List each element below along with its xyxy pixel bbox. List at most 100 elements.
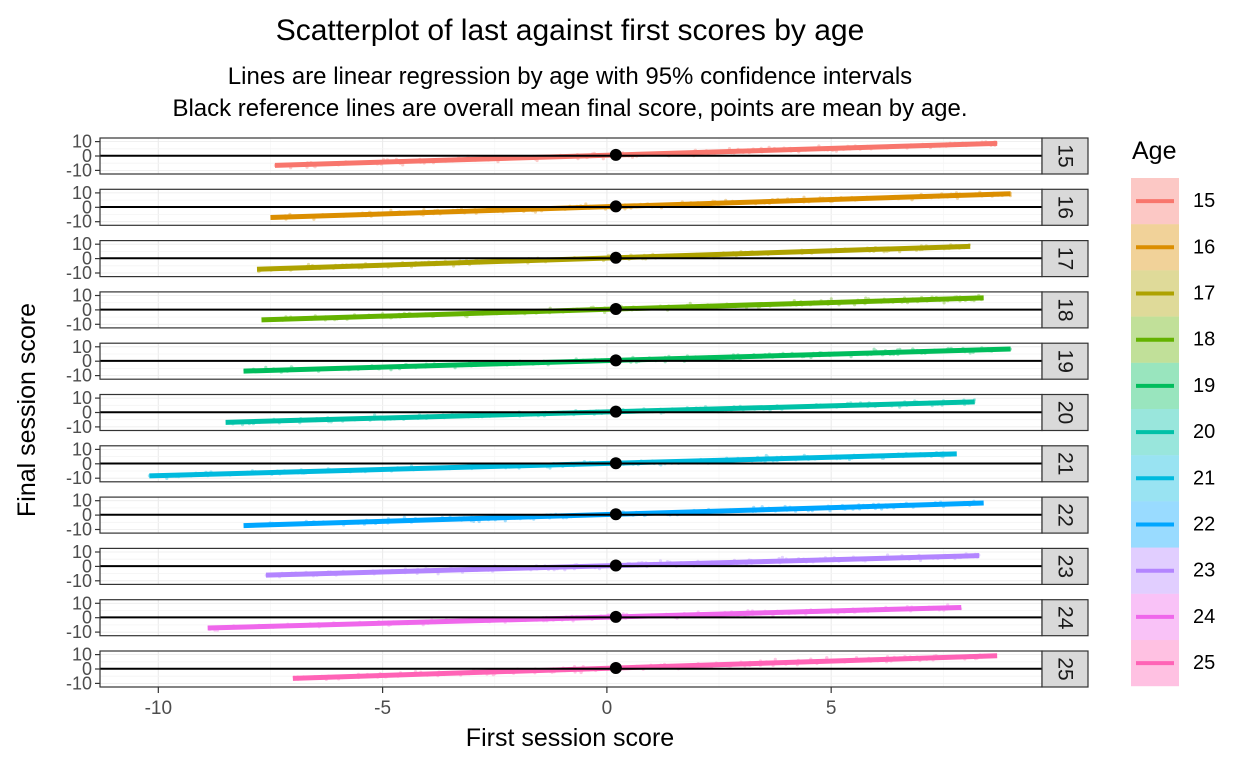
facet-strip xyxy=(1041,240,1089,278)
scatter-point xyxy=(436,572,440,576)
legend-label: 17 xyxy=(1193,283,1215,305)
facet-strip xyxy=(1041,291,1089,329)
scatter-point xyxy=(579,670,583,675)
facet-strip xyxy=(1041,547,1089,586)
legend: Age 15 16 17 18 19 20 21 22 23 24 25 xyxy=(1131,137,1215,687)
facet-strip xyxy=(1041,342,1089,380)
x-axis-label: First session score xyxy=(466,724,674,752)
facet-strip-label: 22 xyxy=(1054,503,1077,526)
x-axis: -10 -5 0 5 xyxy=(145,687,836,719)
legend-item-22: 22 xyxy=(1131,501,1215,548)
legend-item-17: 17 xyxy=(1131,270,1215,317)
x-tick-label: -5 xyxy=(374,698,391,719)
legend-title: Age xyxy=(1132,137,1176,165)
y-axis-label: Final session score xyxy=(13,303,41,517)
scatter-point xyxy=(389,208,393,212)
y-tick-label: 10 xyxy=(72,388,92,408)
y-tick-label: 10 xyxy=(72,491,92,511)
chart-subtitle-2: Black reference lines are overall mean f… xyxy=(172,95,967,122)
regression-line-25 xyxy=(292,653,998,681)
facet-strip xyxy=(1041,393,1089,432)
scatter-point xyxy=(864,296,868,300)
regression-line-21 xyxy=(149,451,957,479)
y-tick-label: 0 xyxy=(82,454,92,474)
y-tick-label: 0 xyxy=(82,556,92,576)
mean-point-21 xyxy=(609,457,622,470)
facet-strip xyxy=(1041,137,1089,175)
y-tick-label: -10 xyxy=(66,417,92,437)
y-tick-label: 10 xyxy=(72,645,92,665)
mean-point-16 xyxy=(609,200,622,213)
legend-label: 22 xyxy=(1193,514,1215,536)
legend-item-23: 23 xyxy=(1131,547,1215,594)
facet-strip-label: 19 xyxy=(1054,350,1077,373)
y-tick-label: -10 xyxy=(66,468,92,488)
legend-label: 21 xyxy=(1193,467,1215,489)
legend-label: 18 xyxy=(1193,329,1215,351)
scatter-point xyxy=(658,559,663,563)
legend-label: 19 xyxy=(1193,375,1215,397)
y-tick-label: 0 xyxy=(82,659,92,679)
facet-strip xyxy=(1041,496,1089,534)
facet-strip xyxy=(1041,650,1089,688)
y-tick-label: -10 xyxy=(66,520,92,540)
y-tick-label: 10 xyxy=(72,234,92,254)
legend-item-24: 24 xyxy=(1131,593,1215,640)
legend-item-25: 25 xyxy=(1131,640,1215,687)
legend-item-20: 20 xyxy=(1131,409,1215,456)
facet-strip-label: 15 xyxy=(1054,144,1077,167)
y-tick-label: -10 xyxy=(66,366,92,386)
mean-point-18 xyxy=(609,303,622,316)
y-tick-label: 10 xyxy=(72,439,92,459)
scatter-point xyxy=(872,347,876,351)
y-tick-label: -10 xyxy=(66,622,92,642)
facet-panels: 15-1001016-1001017-1001018-1001019-10010… xyxy=(66,132,1089,693)
legend-item-15: 15 xyxy=(1131,178,1215,225)
facet-strip-label: 21 xyxy=(1054,452,1077,475)
legend-item-16: 16 xyxy=(1131,224,1215,271)
facet-strip-label: 17 xyxy=(1054,247,1077,270)
mean-point-19 xyxy=(609,354,622,367)
mean-point-25 xyxy=(609,661,622,674)
scatter-point xyxy=(942,301,946,305)
facet-strip-label: 20 xyxy=(1054,401,1077,424)
y-tick-label: 0 xyxy=(82,197,92,217)
scatter-point xyxy=(584,202,588,206)
facet-strip-label: 23 xyxy=(1054,555,1077,578)
facet-strip xyxy=(1041,188,1089,226)
mean-point-22 xyxy=(609,508,622,521)
y-tick-label: -10 xyxy=(66,160,92,180)
scatter-point xyxy=(829,297,833,301)
scatter-point xyxy=(780,555,785,560)
facet-strip-label: 24 xyxy=(1054,606,1077,630)
mean-point-23 xyxy=(609,559,622,572)
y-tick-label: 10 xyxy=(72,337,92,357)
y-tick-label: 10 xyxy=(72,593,92,613)
scatter-point xyxy=(401,163,405,167)
chart-subtitle-1: Lines are linear regression by age with … xyxy=(228,63,912,90)
legend-item-21: 21 xyxy=(1131,455,1215,502)
regression-line-15 xyxy=(274,140,998,168)
facet-strip xyxy=(1041,445,1089,483)
mean-point-15 xyxy=(609,148,622,161)
legend-label: 24 xyxy=(1193,606,1215,628)
legend-label: 23 xyxy=(1193,560,1215,582)
scatter-point xyxy=(764,453,768,458)
facet-strip xyxy=(1041,599,1089,637)
scatter-point xyxy=(825,656,829,660)
facet-strip-label: 25 xyxy=(1054,657,1077,680)
facet-strip-label: 16 xyxy=(1054,196,1077,219)
y-tick-label: 0 xyxy=(82,249,92,269)
x-tick-label: -10 xyxy=(145,698,172,719)
legend-label: 25 xyxy=(1193,652,1215,674)
